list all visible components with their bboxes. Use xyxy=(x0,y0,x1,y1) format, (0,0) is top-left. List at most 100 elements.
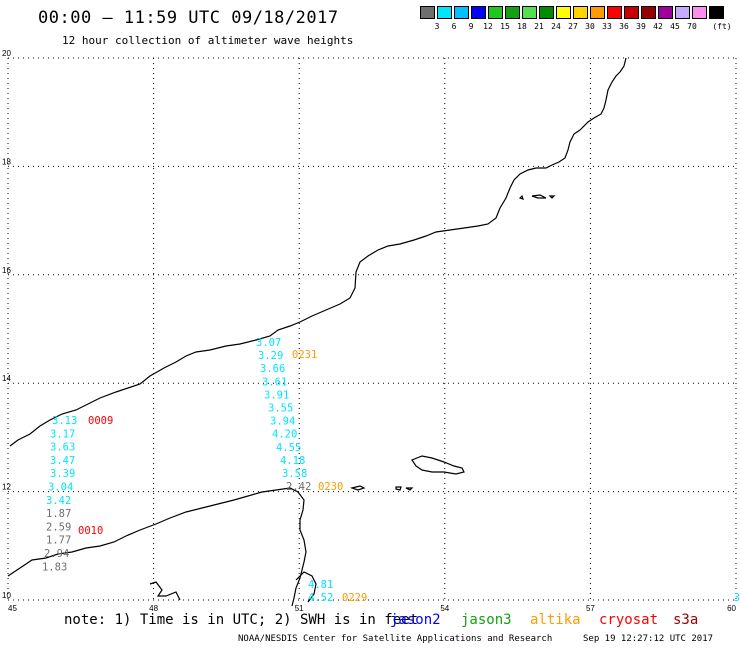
axis-tick-labels: 45 48 51 54 57 60 10 12 14 16 18 20 xyxy=(2,49,737,613)
legend-swatch-24 xyxy=(556,6,571,19)
track-time-label: 0231 xyxy=(292,349,317,361)
legend-label: 36 xyxy=(619,22,629,31)
legend-swatch-45 xyxy=(675,6,690,19)
x-tick-label: 60 xyxy=(727,604,736,613)
map-subtitle: 12 hour collection of altimeter wave hei… xyxy=(62,34,354,47)
legend-swatch-33 xyxy=(607,6,622,19)
legend-swatch-36 xyxy=(624,6,639,19)
island-kuria-b xyxy=(531,194,547,199)
wave-height-value: 4.81 xyxy=(308,579,333,591)
y-tick-label: 16 xyxy=(2,266,11,275)
wave-height-value: 3.94 xyxy=(270,416,295,428)
wave-height-value: 3.39 xyxy=(50,468,75,480)
x-tick-label: 54 xyxy=(440,604,449,613)
y-tick-label: 18 xyxy=(2,157,11,166)
legend-mission-jason3: jason3 xyxy=(461,612,512,628)
coastline-arabian-peninsula xyxy=(9,57,627,447)
wave-height-value: 3.42 xyxy=(46,495,71,507)
track-time-label: 0010 xyxy=(78,525,103,537)
legend-label: 15 xyxy=(500,22,510,31)
wave-height-value: 3.55 xyxy=(268,403,293,415)
wave-height-value: 3.58 xyxy=(282,468,307,480)
x-tick-label: 51 xyxy=(295,604,304,613)
legend-swatch-3 xyxy=(437,6,452,19)
island-kuria-c xyxy=(548,195,556,199)
wave-height-value: 3.63 xyxy=(50,442,75,454)
coastline-inlet xyxy=(149,581,181,601)
legend-label: 6 xyxy=(451,22,457,31)
map-title: 00:00 – 11:59 UTC 09/18/2017 xyxy=(38,8,339,28)
legend-swatch-missing xyxy=(420,6,435,19)
wave-height-value: 3.17 xyxy=(50,428,75,440)
wave-height-value: 3.66 xyxy=(260,363,285,375)
y-tick-label: 14 xyxy=(2,374,11,383)
coastline-socotra-cape xyxy=(295,571,317,603)
legend-swatch-max xyxy=(709,6,724,19)
coastline-somalia xyxy=(7,487,307,607)
altimeter-tracks: 3.073.293.663.613.91 3.553.944.204.554.18… xyxy=(42,337,740,604)
island-small-a xyxy=(395,486,402,491)
wave-height-value: 3.13 xyxy=(52,415,77,427)
credit-line: NOAA/NESDIS Center for Satellite Applica… xyxy=(238,634,553,644)
wave-height-value: 3.61 xyxy=(262,376,287,388)
legend-label: 27 xyxy=(568,22,578,31)
legend-swatch-30 xyxy=(590,6,605,19)
legend-label: 33 xyxy=(602,22,612,31)
legend-swatch-18 xyxy=(522,6,537,19)
legend-label: 30 xyxy=(585,22,595,31)
legend-mission-cryosat: cryosat xyxy=(599,612,659,628)
legend-swatch-6 xyxy=(454,6,469,19)
island-small-b xyxy=(405,487,414,491)
legend-mission-jason2: jason2 xyxy=(390,612,441,628)
legend-label: 42 xyxy=(653,22,663,31)
wave-height-value: 4.20 xyxy=(272,429,297,441)
footer-note: note: 1) Time is in UTC; 2) SWH is in fe… xyxy=(64,612,419,628)
x-tick-label: 57 xyxy=(586,604,595,613)
coastline xyxy=(7,57,627,607)
graticule xyxy=(7,57,737,601)
y-tick-label: 12 xyxy=(2,483,11,492)
x-tick-label: 48 xyxy=(149,604,158,613)
legend-label: 12 xyxy=(483,22,493,31)
x-tick-label: 45 xyxy=(8,604,17,613)
legend-label: 24 xyxy=(551,22,561,31)
wave-height-value: 2.59 xyxy=(46,521,71,533)
legend-label: 39 xyxy=(636,22,646,31)
legend-mission-s3a: s3a xyxy=(673,612,699,628)
y-tick-label: 20 xyxy=(2,49,11,58)
wave-height-value: 3.04 xyxy=(48,482,73,494)
wave-height-value: 1.83 xyxy=(42,561,67,573)
legend-swatch-42 xyxy=(658,6,673,19)
legend-swatch-21 xyxy=(539,6,554,19)
legend-label: 21 xyxy=(534,22,544,31)
wave-height-value: 3.47 xyxy=(50,455,75,467)
track-time-label: 0230 xyxy=(318,481,343,493)
legend-mission-altika: altika xyxy=(530,612,581,628)
legend-label: 18 xyxy=(517,22,527,31)
legend-label: 9 xyxy=(468,22,474,31)
legend-label: 45 xyxy=(670,22,680,31)
legend-swatch-9 xyxy=(471,6,486,19)
island-small-east xyxy=(349,485,366,491)
wave-height-value: 1.87 xyxy=(46,508,71,520)
wave-height-value: 3.29 xyxy=(258,350,283,362)
wave-height-value: 3.91 xyxy=(264,389,289,401)
wave-height-value: 4.55 xyxy=(276,442,301,454)
legend-swatch-15 xyxy=(505,6,520,19)
y-tick-label: 10 xyxy=(2,591,11,600)
legend-swatch-70 xyxy=(692,6,707,19)
generation-timestamp: Sep 19 12:27:12 UTC 2017 xyxy=(583,634,714,644)
wave-height-value: 4.52 xyxy=(308,592,333,604)
track-time-label: 0229 xyxy=(342,592,367,604)
wave-height-value-fragment: 3 xyxy=(734,592,740,604)
legend-label: 70 xyxy=(687,22,697,31)
wave-height-value: 2.94 xyxy=(44,548,69,560)
wave-height-value: 2.42 xyxy=(286,481,311,493)
legend-swatch-12 xyxy=(488,6,503,19)
legend-swatch-27 xyxy=(573,6,588,19)
wave-height-value: 1.77 xyxy=(46,535,71,547)
wave-height-value: 4.18 xyxy=(280,455,305,467)
footer-note-row: note: 1) Time is in UTC; 2) SWH is in fe… xyxy=(0,612,740,632)
legend-label: 3 xyxy=(434,22,440,31)
